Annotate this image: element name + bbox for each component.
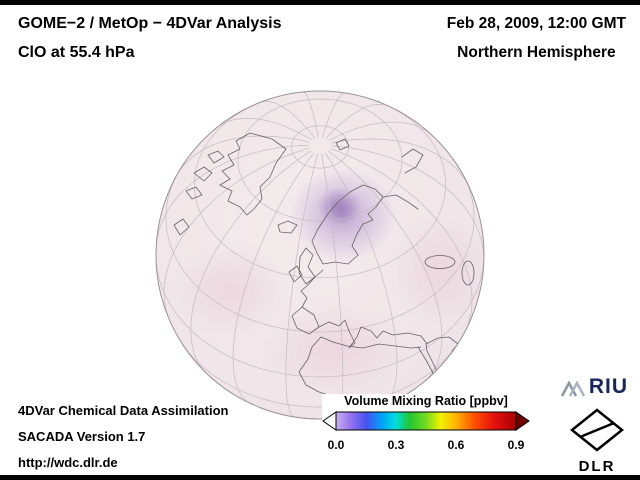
tick-1: 0.3: [387, 438, 405, 452]
coastline-caspian-sea: [461, 260, 475, 286]
coastline-horn-of-africa: [430, 373, 440, 386]
coastline-scandinavia: [311, 184, 384, 265]
anomaly-group: [172, 168, 484, 398]
colorbar-gradient-rect: [335, 411, 517, 431]
coastline-mediterranean-north: [318, 319, 428, 349]
graticule-line: [331, 145, 484, 262]
coastline-black-sea: [424, 255, 456, 269]
colorbar-label: Volume Mixing Ratio [ppbv]: [344, 394, 508, 408]
graticule-line: [163, 147, 310, 317]
coastline-africa-north: [320, 336, 422, 349]
date-label: Feb 28, 2009, 12:00 GMT: [446, 15, 626, 32]
colorbar-ticks: 0.0 0.3 0.6 0.9: [322, 438, 530, 453]
coastline-atlantic-europe: [300, 269, 324, 308]
graticule-line: [190, 150, 312, 374]
tick-2: 0.6: [447, 438, 465, 452]
coastline-russia-arctic: [382, 194, 419, 210]
coastline-ireland: [288, 265, 303, 283]
graticule-line: [322, 92, 345, 138]
graticule-line: [216, 117, 312, 141]
graticule-line: [176, 135, 310, 175]
colorbar: Volume Mixing Ratio [ppbv] 0.0 0.3 0.6 0…: [322, 394, 530, 453]
riu-logo: RIU: [560, 374, 628, 400]
riu-text: RIU: [588, 375, 628, 398]
pink-wash-east: [388, 212, 484, 328]
title-line-2: ClO at 55.4 hPa: [18, 44, 135, 61]
coastline-red-sea: [417, 346, 434, 374]
header-right: Feb 28, 2009, 12:00 GMT Northern Hemisph…: [447, 9, 626, 67]
dlr-text: DLR: [578, 458, 616, 475]
colorbar-under-arrow: [322, 411, 337, 431]
pink-wash-south: [260, 302, 410, 398]
graticule-line: [165, 176, 475, 333]
header-left: GOME−2 / MetOp − 4DVar Analysis ClO at 5…: [18, 9, 282, 67]
graticule-line: [194, 96, 446, 279]
graticule-line: [156, 144, 309, 247]
coastline-iberia: [291, 306, 320, 335]
graticule-line: [156, 254, 484, 378]
coastline-britain: [298, 247, 316, 285]
colorbar-svg: [322, 411, 530, 431]
tick-3: 0.9: [507, 438, 525, 452]
graticule-line: [303, 91, 319, 138]
graticule-line: [178, 338, 462, 408]
top-border: [0, 0, 640, 5]
region-label: Northern Hemisphere: [457, 44, 616, 61]
graticule-line: [285, 153, 318, 418]
dlr-logo: DLR: [568, 408, 626, 475]
dlr-icon: [569, 408, 625, 452]
globe-svg: [155, 90, 485, 420]
graticule-line: [261, 101, 315, 139]
tick-0: 0.0: [327, 438, 345, 452]
graticule-line: [330, 148, 473, 330]
footer-line-3: http://wdc.dlr.de: [18, 455, 118, 470]
graticule-line: [232, 152, 315, 404]
bottom-border: [0, 475, 640, 480]
footer: 4DVar Chemical Data Assimilation SACADA …: [18, 398, 229, 476]
footer-line-2: SACADA Version 1.7: [18, 429, 146, 444]
graticule-line: [330, 138, 470, 188]
footer-line-1: 4DVar Chemical Data Assimilation: [18, 403, 229, 418]
coastline-canadian-islands: [173, 150, 225, 236]
globe-limb: [155, 90, 485, 420]
globe-map: [150, 85, 490, 425]
graticule-line: [325, 103, 389, 139]
coastline-iceland: [277, 220, 298, 234]
title-line-1: GOME−2 / MetOp − 4DVar Analysis: [18, 15, 282, 32]
riu-icon: [560, 380, 585, 397]
coastlines-group: [173, 132, 475, 419]
coastline-novaya-zemlya: [401, 148, 424, 174]
graticule-line: [328, 121, 434, 141]
graticule-line: [325, 152, 398, 408]
coastline-greenland: [219, 132, 287, 216]
coastline-svalbard: [335, 138, 350, 151]
colorbar-over-arrow: [515, 411, 530, 431]
pink-wash-west: [172, 242, 288, 338]
